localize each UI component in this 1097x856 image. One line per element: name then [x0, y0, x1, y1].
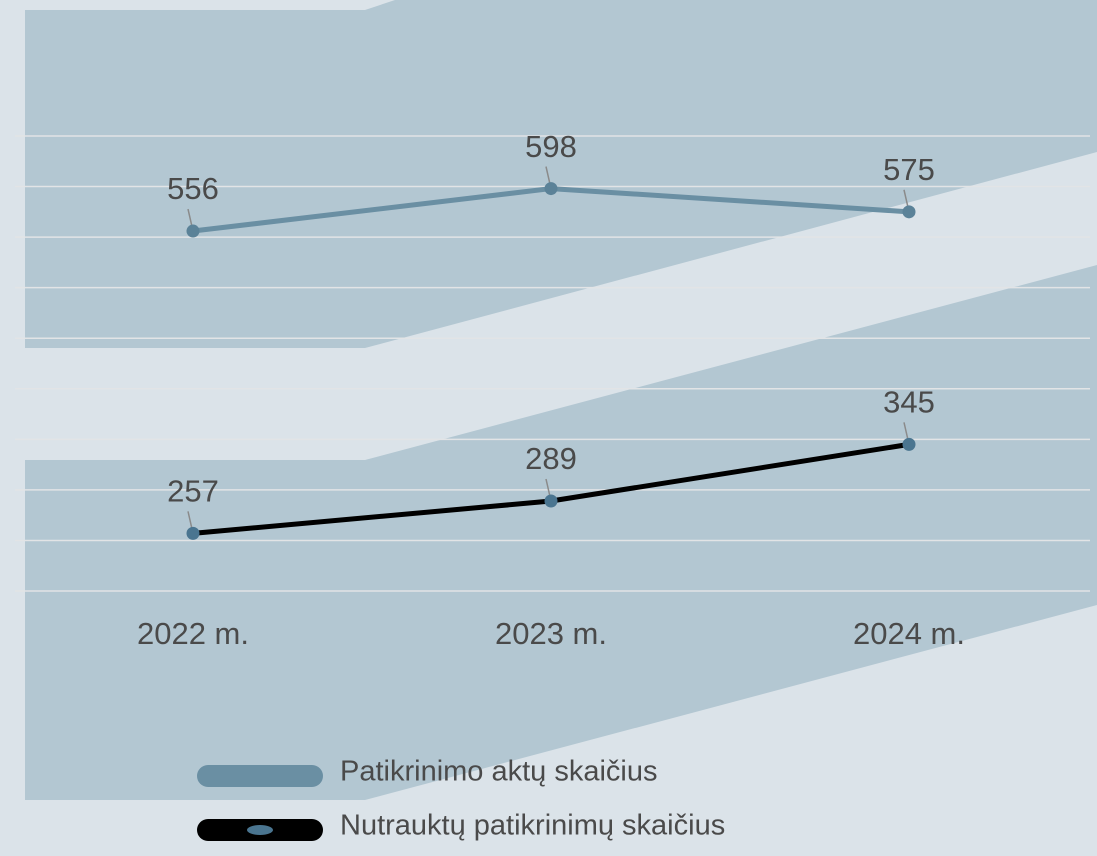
x-tick-label: 2023 m.	[495, 616, 607, 651]
plot: 2022 m. 2023 m. 2024 m. 556 598 575 257 289 345	[137, 129, 965, 651]
x-tick-label: 2024 m.	[853, 616, 965, 651]
data-point	[544, 182, 558, 196]
legend: Patikrinimo aktų skaičius Nutrauktų patik…	[197, 756, 725, 842]
data-point	[186, 224, 200, 238]
data-point	[902, 437, 916, 451]
background-band	[25, 0, 1097, 348]
data-point	[186, 526, 200, 540]
data-label: 257	[167, 474, 219, 509]
data-label: 345	[883, 385, 935, 420]
data-label: 556	[167, 171, 219, 206]
x-tick-label: 2022 m.	[137, 616, 249, 651]
data-label: 598	[525, 129, 577, 164]
data-point	[544, 494, 558, 508]
legend-label: Nutrauktų patikrinimų skaičius	[340, 810, 725, 842]
legend-swatch	[197, 765, 323, 787]
data-point	[902, 205, 916, 219]
background-band	[25, 265, 1097, 800]
data-label: 289	[525, 441, 577, 476]
legend-marker	[247, 825, 273, 835]
data-label: 575	[883, 152, 935, 187]
legend-label: Patikrinimo aktų skaičius	[340, 756, 658, 788]
